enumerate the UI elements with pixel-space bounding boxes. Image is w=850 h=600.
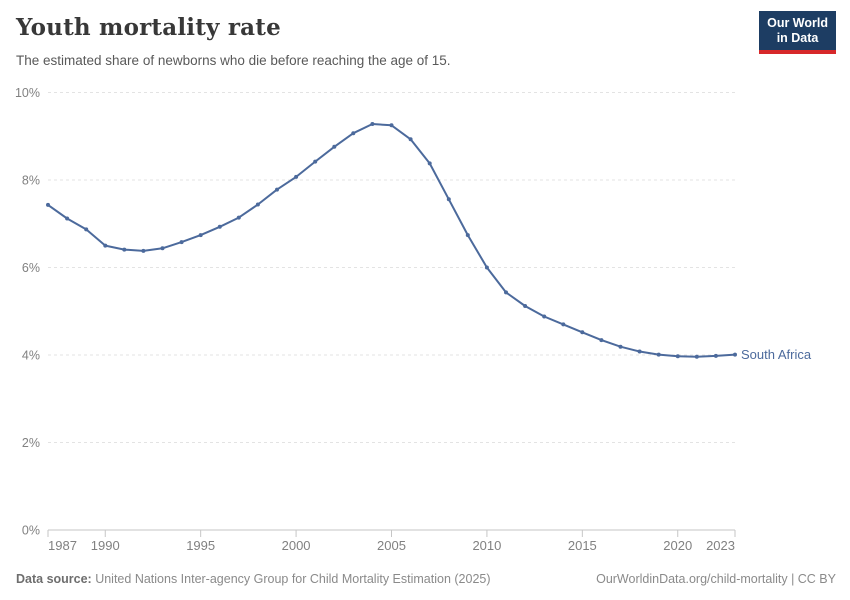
data-point[interactable] [332,144,337,149]
data-point[interactable] [313,159,318,164]
data-point[interactable] [389,123,394,128]
data-point[interactable] [236,215,241,220]
y-tick-label: 4% [22,349,40,363]
data-point[interactable] [351,131,356,136]
owid-logo-line2: in Data [776,31,819,45]
data-point[interactable] [561,322,566,327]
page-subtitle: The estimated share of newborns who die … [16,53,451,68]
x-tick-label: 2005 [377,538,406,553]
data-point[interactable] [65,216,70,221]
data-point[interactable] [179,240,184,245]
data-point[interactable] [599,338,604,343]
x-tick-label: 2000 [282,538,311,553]
x-tick-label: 2010 [472,538,501,553]
data-point[interactable] [275,187,279,192]
y-tick-label: 6% [22,261,40,275]
data-point[interactable] [656,352,661,357]
y-tick-label: 10% [15,86,40,100]
owid-logo[interactable]: Our World in Data [759,11,836,54]
data-point[interactable] [446,197,451,202]
data-point[interactable] [504,290,508,295]
data-point[interactable] [46,202,50,207]
data-point[interactable] [141,248,146,253]
data-point[interactable] [580,330,585,335]
x-tick-label: 2023 [706,538,735,553]
data-point[interactable] [408,137,413,142]
page-title: Youth mortality rate [16,14,281,41]
data-point[interactable] [733,352,737,357]
x-tick-label: 2015 [568,538,597,553]
data-source-label: Data source: [16,572,92,586]
data-point[interactable] [103,243,108,248]
data-point[interactable] [427,161,432,166]
data-point[interactable] [370,122,375,126]
data-point[interactable] [523,304,528,308]
data-point[interactable] [618,344,623,349]
data-point[interactable] [465,233,470,238]
data-point[interactable] [713,353,718,358]
data-point[interactable] [542,314,547,319]
data-point[interactable] [122,247,127,252]
x-tick-label: 1990 [91,538,120,553]
y-tick-label: 0% [22,524,40,538]
data-point[interactable] [694,354,699,359]
license-note[interactable]: OurWorldinData.org/child-mortality | CC … [596,572,836,586]
x-tick-label: 1995 [186,538,215,553]
data-source-text: United Nations Inter-agency Group for Ch… [91,572,491,586]
data-point[interactable] [217,224,222,229]
data-point[interactable] [675,354,680,359]
y-tick-label: 8% [22,174,40,188]
chart-footer: Data source: United Nations Inter-agency… [16,572,836,586]
data-point[interactable] [84,227,89,232]
data-line-south-africa[interactable] [47,123,736,358]
x-tick-label: 2020 [663,538,692,553]
data-point[interactable] [637,349,642,354]
owid-logo-line1: Our World [767,16,828,30]
data-point[interactable] [198,233,203,238]
data-point[interactable] [294,174,299,179]
data-point[interactable] [484,265,489,270]
data-point[interactable] [160,246,165,251]
data-point[interactable] [255,202,260,207]
y-tick-label: 2% [22,436,40,450]
entity-label[interactable]: South Africa [741,347,812,362]
data-source-note: Data source: United Nations Inter-agency… [16,572,491,586]
x-tick-label: 1987 [48,538,77,553]
